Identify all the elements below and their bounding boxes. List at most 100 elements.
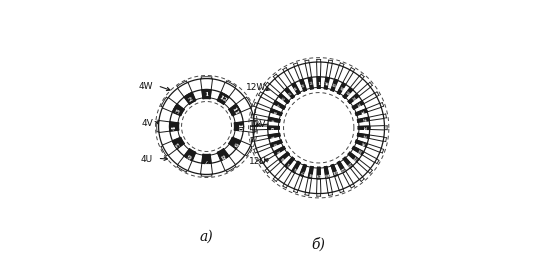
Polygon shape: [308, 167, 313, 179]
Polygon shape: [292, 84, 300, 95]
Polygon shape: [235, 122, 244, 132]
Text: б): б): [312, 237, 325, 251]
Text: 5: 5: [175, 140, 182, 146]
Polygon shape: [268, 134, 280, 139]
Polygon shape: [324, 78, 329, 90]
Text: 25: 25: [355, 147, 361, 154]
Text: 14: 14: [280, 154, 288, 161]
Text: 10: 10: [237, 123, 242, 131]
Text: 35: 35: [331, 83, 338, 89]
Polygon shape: [268, 126, 279, 130]
Text: 8: 8: [220, 152, 226, 158]
Text: 32: 32: [350, 96, 357, 103]
Polygon shape: [279, 153, 289, 162]
Text: 28: 28: [362, 125, 366, 131]
Polygon shape: [352, 147, 364, 155]
Text: 10: 10: [272, 125, 275, 131]
Text: 2: 2: [309, 82, 313, 86]
Polygon shape: [352, 101, 364, 110]
Text: 11: 11: [230, 106, 239, 116]
Polygon shape: [356, 109, 367, 116]
Text: 30: 30: [358, 109, 364, 116]
Text: 4U: 4U: [141, 154, 153, 163]
Polygon shape: [270, 140, 282, 147]
Text: 24: 24: [350, 154, 357, 161]
Polygon shape: [348, 153, 359, 162]
Polygon shape: [357, 118, 369, 123]
Polygon shape: [337, 84, 346, 95]
Text: 21: 21: [331, 168, 338, 173]
Text: 20: 20: [323, 170, 330, 175]
Text: 36: 36: [323, 81, 330, 86]
Text: 19: 19: [316, 171, 322, 175]
Polygon shape: [274, 101, 285, 110]
Text: 8: 8: [274, 111, 279, 115]
Text: 9: 9: [272, 119, 277, 122]
Polygon shape: [285, 157, 294, 168]
Polygon shape: [217, 149, 229, 161]
Polygon shape: [343, 157, 353, 168]
Polygon shape: [292, 162, 300, 173]
Polygon shape: [184, 93, 196, 105]
Text: 1: 1: [317, 81, 320, 85]
Text: 12U: 12U: [249, 157, 266, 166]
Polygon shape: [217, 93, 229, 105]
Polygon shape: [274, 147, 285, 155]
Polygon shape: [356, 140, 367, 147]
Polygon shape: [229, 138, 240, 149]
Polygon shape: [324, 167, 329, 179]
Polygon shape: [331, 80, 338, 92]
Polygon shape: [357, 134, 369, 139]
Polygon shape: [268, 118, 280, 123]
Text: 12V: 12V: [249, 120, 266, 129]
Text: 17: 17: [300, 168, 307, 173]
Text: 6: 6: [187, 152, 194, 158]
Polygon shape: [300, 80, 307, 92]
Polygon shape: [270, 109, 282, 116]
Polygon shape: [202, 155, 211, 164]
Polygon shape: [343, 88, 353, 99]
Polygon shape: [285, 88, 294, 99]
Text: 1: 1: [204, 92, 209, 97]
Text: 2: 2: [187, 96, 193, 102]
Text: 22: 22: [338, 164, 345, 170]
Polygon shape: [358, 126, 370, 130]
Text: 33: 33: [344, 90, 351, 97]
Polygon shape: [279, 94, 289, 104]
Text: 4: 4: [172, 125, 176, 129]
Text: а): а): [200, 229, 214, 243]
Polygon shape: [229, 105, 240, 116]
Polygon shape: [173, 105, 184, 116]
Text: 7: 7: [277, 103, 282, 108]
Text: 13: 13: [277, 147, 283, 154]
Text: 4V: 4V: [141, 119, 153, 128]
Text: 3: 3: [175, 108, 182, 114]
Polygon shape: [317, 77, 321, 89]
Polygon shape: [337, 162, 346, 173]
Text: 27: 27: [361, 133, 366, 139]
Text: 3: 3: [301, 84, 306, 88]
Text: 12: 12: [218, 95, 228, 103]
Text: 26: 26: [358, 140, 364, 147]
Polygon shape: [300, 165, 307, 177]
Text: 4W: 4W: [138, 82, 153, 91]
Text: 16: 16: [293, 164, 300, 171]
Text: 5: 5: [287, 91, 292, 96]
Text: 34: 34: [338, 86, 345, 92]
Text: 15: 15: [286, 159, 293, 166]
Text: 23: 23: [344, 159, 351, 166]
Text: 4: 4: [294, 87, 299, 92]
Text: 31: 31: [355, 102, 361, 109]
Polygon shape: [308, 78, 313, 90]
Text: 9: 9: [231, 140, 238, 146]
Polygon shape: [169, 122, 179, 132]
Text: 29: 29: [361, 117, 366, 124]
Polygon shape: [173, 138, 184, 149]
Polygon shape: [184, 149, 196, 161]
Text: 12W: 12W: [246, 83, 266, 92]
Text: 11: 11: [272, 133, 277, 139]
Text: 6: 6: [281, 97, 287, 102]
Polygon shape: [317, 168, 321, 179]
Polygon shape: [331, 165, 338, 177]
Text: 18: 18: [308, 170, 314, 175]
